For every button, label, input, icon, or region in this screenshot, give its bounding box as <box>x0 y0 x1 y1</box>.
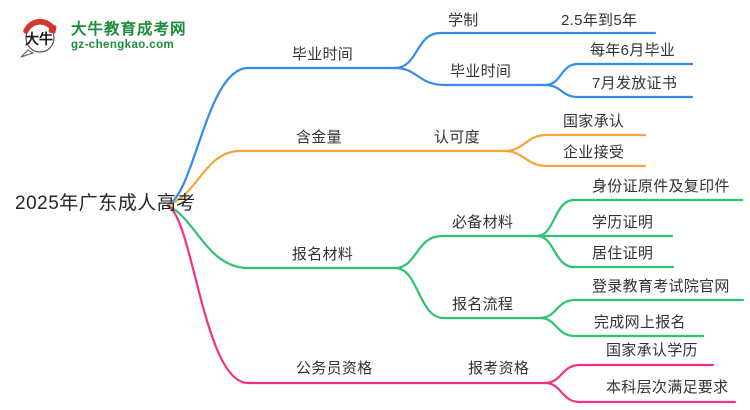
line-root-to-materials <box>166 204 397 270</box>
leaf-july-certificate: 7月发放证书 <box>592 75 678 92</box>
leaf-complete-online-signup: 完成网上报名 <box>594 314 686 331</box>
line-root-to-graduation <box>166 66 397 207</box>
leaf-bachelor-level-meets: 本科层次满足要求 <box>606 379 729 396</box>
branch-civil-servant-lines <box>166 204 737 404</box>
site-logo: 大牛 大牛教育成考网 gz-chengkao.com <box>16 12 187 60</box>
branch-graduation-lines <box>166 31 694 207</box>
leaf-education-proof: 学历证明 <box>592 214 654 231</box>
line-enterprise-accepted <box>503 149 647 168</box>
line-july-cert <box>543 83 694 99</box>
line-root-to-value <box>166 149 507 207</box>
node-signup-materials: 报名材料 <box>291 246 354 263</box>
line-bachelor-level <box>543 381 737 404</box>
seal-text: 大牛 <box>25 31 53 47</box>
node-gold-content: 含金量 <box>296 129 342 146</box>
line-root-to-civil-servant <box>166 204 547 385</box>
line-study-length <box>393 31 657 70</box>
line-id-card <box>535 198 744 238</box>
leaf-enterprise-accepted: 企业接受 <box>563 144 625 161</box>
logo-domain: gz-chengkao.com <box>71 38 175 51</box>
leaf-2-5-to-5-years: 2.5年到5年 <box>561 12 638 29</box>
node-civil-servant-qualification: 公务员资格 <box>296 360 373 377</box>
branch-materials-lines <box>166 198 745 338</box>
line-grad-time <box>393 66 547 87</box>
leaf-june-graduation: 每年6月毕业 <box>590 42 676 59</box>
node-required-materials: 必备材料 <box>452 214 514 231</box>
line-signup-process <box>393 266 542 320</box>
node-recognition: 认可度 <box>434 129 480 146</box>
leaf-state-recognized: 国家承认 <box>563 113 625 130</box>
leaf-login-exam-website: 登录教育考试院官网 <box>592 278 730 295</box>
leaf-residence-proof: 居住证明 <box>592 245 654 262</box>
branch-value-lines <box>166 133 647 207</box>
logo-title: 大牛教育成考网 <box>71 20 187 38</box>
daniu-seal-icon: 大牛 <box>20 18 57 58</box>
line-online-signup <box>538 316 705 338</box>
node-graduation-time: 毕业时间 <box>291 46 354 63</box>
line-required-materials <box>393 234 674 270</box>
node-apply-qualification: 报考资格 <box>468 360 530 377</box>
root-topic: 2025年广东成人高考 <box>15 193 196 214</box>
leaf-id-card-copy: 身份证原件及复印件 <box>592 178 730 195</box>
node-signup-process: 报名流程 <box>452 296 514 313</box>
line-residence-proof <box>535 234 675 269</box>
leaf-state-recognized-degree: 国家承认学历 <box>606 342 698 359</box>
line-login-website <box>538 298 745 320</box>
node-study-length: 学制 <box>448 12 479 29</box>
line-state-recognized-degree <box>543 363 715 385</box>
node-graduation-time-sub: 毕业时间 <box>450 63 512 80</box>
